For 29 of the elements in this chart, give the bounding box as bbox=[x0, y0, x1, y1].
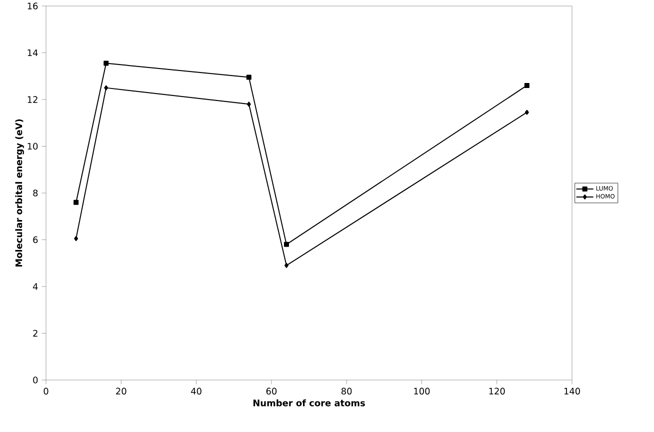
y-tick-label: 2 bbox=[33, 330, 38, 337]
point bbox=[284, 262, 288, 268]
y-tick-label: 16 bbox=[28, 2, 38, 10]
y-tick-label: 10 bbox=[28, 142, 38, 150]
x-tick-label: 100 bbox=[414, 388, 430, 395]
point bbox=[246, 74, 252, 80]
point bbox=[74, 236, 78, 242]
y-axis-title: Molecular orbital energy (eV) bbox=[15, 119, 24, 267]
point bbox=[246, 102, 251, 107]
point bbox=[104, 60, 109, 66]
x-tick-label: 0 bbox=[44, 388, 48, 395]
y-tick-label: 0 bbox=[33, 376, 38, 384]
x-tick-label: 140 bbox=[564, 388, 580, 395]
x-axis-title: Number of core atoms bbox=[253, 399, 365, 406]
point bbox=[524, 82, 530, 88]
x-tick-label: 60 bbox=[266, 388, 277, 395]
y-tick-label: 12 bbox=[28, 96, 38, 103]
x-tick-label: 80 bbox=[341, 388, 352, 395]
point bbox=[104, 85, 108, 90]
y-tick-label: 6 bbox=[33, 236, 38, 244]
point bbox=[284, 242, 289, 247]
point bbox=[74, 200, 79, 205]
x-tick-label: 120 bbox=[489, 388, 505, 395]
y-tick-label: 8 bbox=[33, 190, 38, 196]
x-tick-label: 20 bbox=[116, 388, 126, 395]
point bbox=[524, 110, 529, 115]
y-tick-label: 14 bbox=[28, 49, 38, 56]
y-tick-label: 4 bbox=[32, 283, 38, 290]
x-tick-label: 40 bbox=[191, 388, 202, 395]
